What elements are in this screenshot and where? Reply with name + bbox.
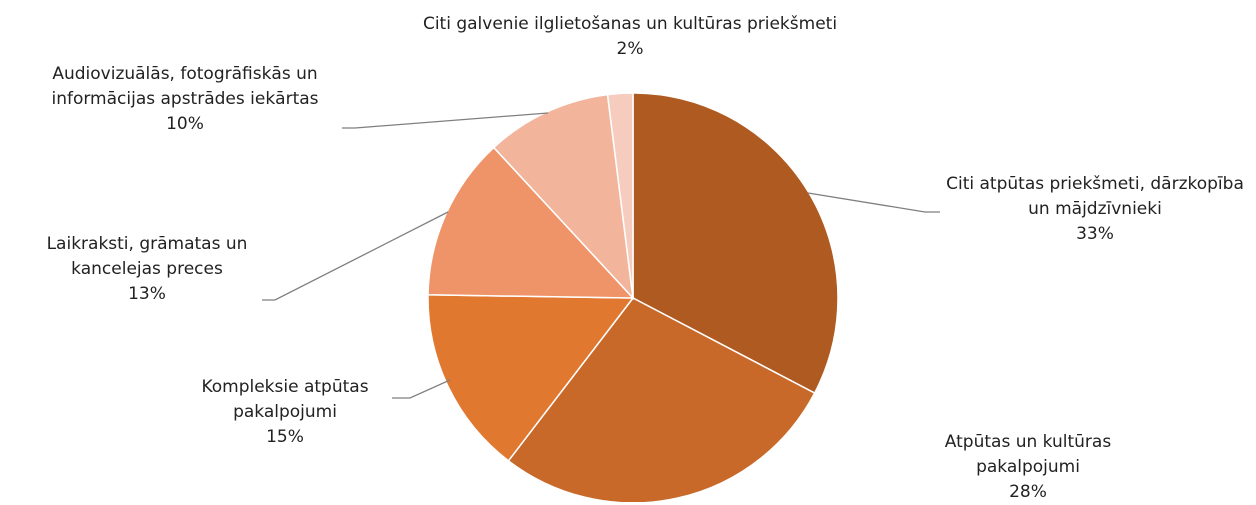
pie-slice bbox=[427, 146, 635, 299]
category-name: Kompleksie atpūtas pakalpojumi bbox=[201, 377, 369, 422]
slice-label: Kompleksie atpūtas pakalpojumi 15% bbox=[175, 375, 395, 450]
pie-slice bbox=[632, 92, 839, 395]
category-name: Atpūtas un kultūras pakalpojumi bbox=[944, 432, 1112, 477]
slice-label: Atpūtas un kultūras pakalpojumi 28% bbox=[913, 430, 1143, 505]
category-name: Laikraksti, grāmatas un kancelejas prece… bbox=[46, 234, 248, 279]
category-name: Citi atpūtas priekšmeti, dārzkopība un m… bbox=[946, 174, 1244, 219]
percent-label: 10% bbox=[166, 114, 204, 134]
percent-label: 2% bbox=[616, 39, 644, 59]
percent-label: 13% bbox=[128, 284, 166, 304]
leader-line bbox=[392, 379, 451, 399]
category-name: Audiovizuālās, fotogrāfiskās un informāc… bbox=[51, 64, 319, 109]
pie-slice bbox=[492, 93, 635, 301]
percent-label: 28% bbox=[1009, 482, 1047, 502]
slice-label: Citi galvenie ilglietošanas un kultūras … bbox=[420, 12, 840, 62]
slice-label: Audiovizuālās, fotogrāfiskās un informāc… bbox=[15, 62, 355, 137]
slice-label: Laikraksti, grāmatas un kancelejas prece… bbox=[12, 232, 282, 307]
percent-label: 15% bbox=[266, 427, 304, 447]
leader-line bbox=[262, 211, 449, 301]
pie-slice bbox=[606, 92, 634, 299]
percent-label: 33% bbox=[1076, 224, 1114, 244]
leader-line bbox=[807, 192, 940, 213]
category-name: Citi galvenie ilglietošanas un kultūras … bbox=[422, 14, 838, 34]
pie-slice bbox=[427, 294, 635, 462]
leader-line bbox=[342, 112, 549, 129]
pie-slice bbox=[507, 297, 816, 502]
slice-label: Citi atpūtas priekšmeti, dārzkopība un m… bbox=[945, 172, 1245, 247]
